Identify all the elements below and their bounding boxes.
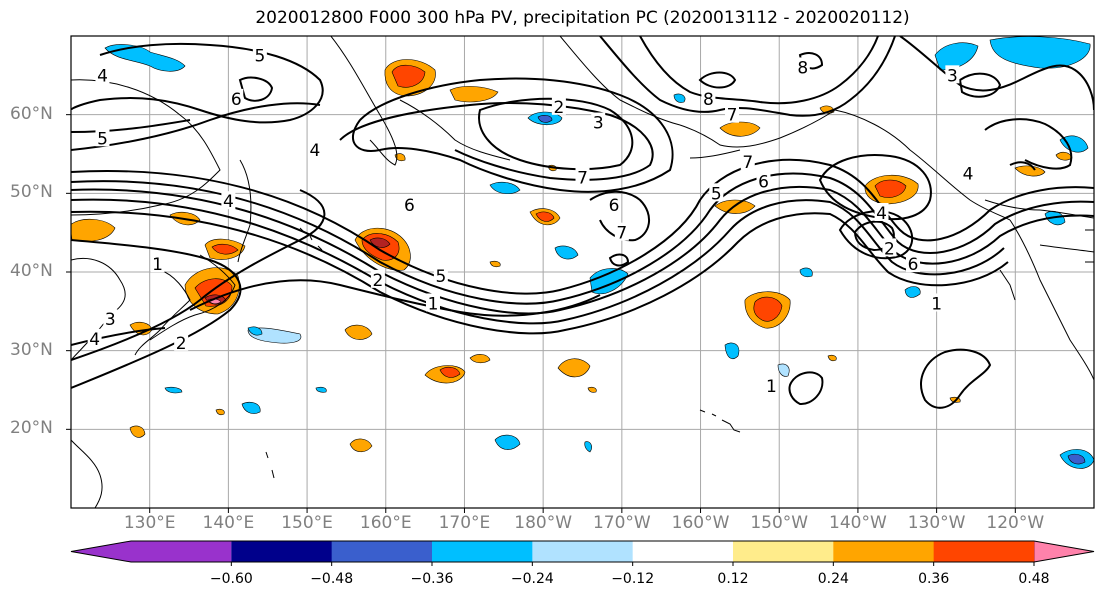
contour-label: 5 [254, 47, 265, 67]
contour-label: 4 [963, 165, 974, 185]
contour-label: 1 [931, 294, 942, 314]
lat-label: 40°N [10, 261, 53, 281]
contour-label-bg [591, 112, 606, 131]
precip-positive-areas [71, 59, 1073, 453]
lon-label: 130°E [123, 513, 176, 533]
contour-label-bg [606, 195, 621, 214]
contour-label: 2 [884, 239, 895, 259]
contour-label-bg [103, 309, 118, 328]
contour-label-bg [433, 265, 448, 284]
lon-label: 160°E [359, 513, 412, 533]
lon-label: 180°W [514, 513, 573, 533]
contour-label-bg [252, 45, 267, 64]
lon-label: 120°W [986, 513, 1045, 533]
lon-label: 140°E [202, 513, 255, 533]
contour-label-bg [740, 151, 755, 170]
colorbar-tick-label: −0.60 [209, 571, 253, 587]
colorbar-tick-label: 0.24 [817, 571, 849, 587]
contour-label-bg [95, 128, 110, 147]
colorbar-tick-label: −0.36 [410, 571, 454, 587]
contour-label: 6 [908, 255, 919, 275]
contour-label-bg [929, 293, 944, 312]
contour-label: 6 [231, 90, 242, 110]
lat-label: 30°N [10, 339, 53, 360]
contour-label-bg [945, 65, 960, 84]
contour-label-bg [701, 88, 716, 107]
contour-label-bg [709, 183, 724, 202]
contour-label: 7 [727, 106, 738, 126]
contour-label: 2 [176, 334, 187, 354]
contour-label-bg [425, 293, 440, 312]
lat-label: 60°N [10, 103, 53, 124]
graticule [71, 36, 1094, 508]
contour-label-bg [725, 104, 740, 123]
pv-contours [71, 36, 1094, 409]
contour-label-bg [551, 96, 566, 115]
contour-label: 8 [797, 58, 808, 78]
lon-label: 170°W [592, 513, 651, 533]
contour-label-bg [906, 254, 921, 273]
contour-label-bg [764, 376, 779, 395]
contour-label-bg [795, 57, 810, 76]
chart-title: 2020012800 F000 300 hPa PV, precipitatio… [255, 8, 910, 28]
contour-label: 2 [372, 271, 383, 291]
contour-label: 1 [766, 377, 777, 397]
colorbar-tick-label: −0.12 [611, 571, 655, 587]
contour-label: 1 [428, 294, 439, 314]
contour-label: 7 [616, 224, 627, 244]
contour-label: 4 [310, 141, 321, 161]
contour-label: 1 [152, 255, 163, 275]
precip-negative-areas [104, 36, 1094, 469]
contour-label-bg [370, 269, 385, 288]
contour-label-bg [229, 88, 244, 107]
lon-label: 150°W [750, 513, 809, 533]
contour-label-bg [402, 195, 417, 214]
contour-label-bg [961, 163, 976, 182]
contour-label: 5 [711, 184, 722, 204]
colorbar-tick-label: −0.48 [310, 571, 354, 587]
longitude-ticks [149, 508, 1016, 513]
contour-label: 6 [609, 196, 620, 216]
colorbar-tick-label: −0.24 [510, 571, 554, 587]
lon-label: 140°W [829, 513, 887, 533]
contour-label: 8 [703, 90, 714, 110]
colorbar-tick-label: 0.12 [717, 571, 749, 587]
lon-label: 150°E [281, 513, 333, 533]
contour-label: 3 [593, 114, 604, 134]
contour-label: 6 [758, 173, 769, 193]
contour-label: 4 [223, 192, 234, 212]
lon-label: 160°W [671, 513, 730, 533]
contour-label-bg [87, 328, 102, 347]
contour-label: 5 [97, 129, 108, 149]
contour-label: 7 [577, 169, 588, 189]
contour-label-bg [756, 171, 771, 190]
contour-label-bg [221, 191, 236, 210]
contour-label: 4 [876, 204, 887, 224]
contour-label: 6 [404, 196, 415, 216]
lon-label: 130°W [907, 513, 966, 533]
contour-label: 3 [105, 310, 116, 330]
contour-label: 4 [97, 66, 108, 86]
contour-label-bg [150, 254, 165, 273]
contour-label: 7 [742, 153, 753, 173]
lat-label: 50°N [10, 182, 53, 203]
contour-label-bg [307, 140, 322, 159]
contour-label: 5 [435, 267, 446, 287]
colorbar-tick-label: 0.36 [918, 571, 950, 587]
contour-label-bg [882, 238, 897, 257]
contour-label-bg [174, 332, 189, 351]
contour-label: 4 [89, 330, 100, 350]
contour-label: 3 [947, 66, 958, 86]
contour-label-bg [575, 167, 590, 186]
latitude-ticks [66, 114, 71, 430]
lon-label: 170°E [438, 513, 491, 533]
contour-label-bg [614, 222, 629, 241]
contour-label: 2 [553, 98, 564, 118]
contour-label-bg [95, 65, 110, 84]
contour-label-bg [874, 203, 889, 221]
lat-label: 20°N [10, 418, 53, 439]
colorbar-tick-label: 0.48 [1018, 571, 1050, 587]
